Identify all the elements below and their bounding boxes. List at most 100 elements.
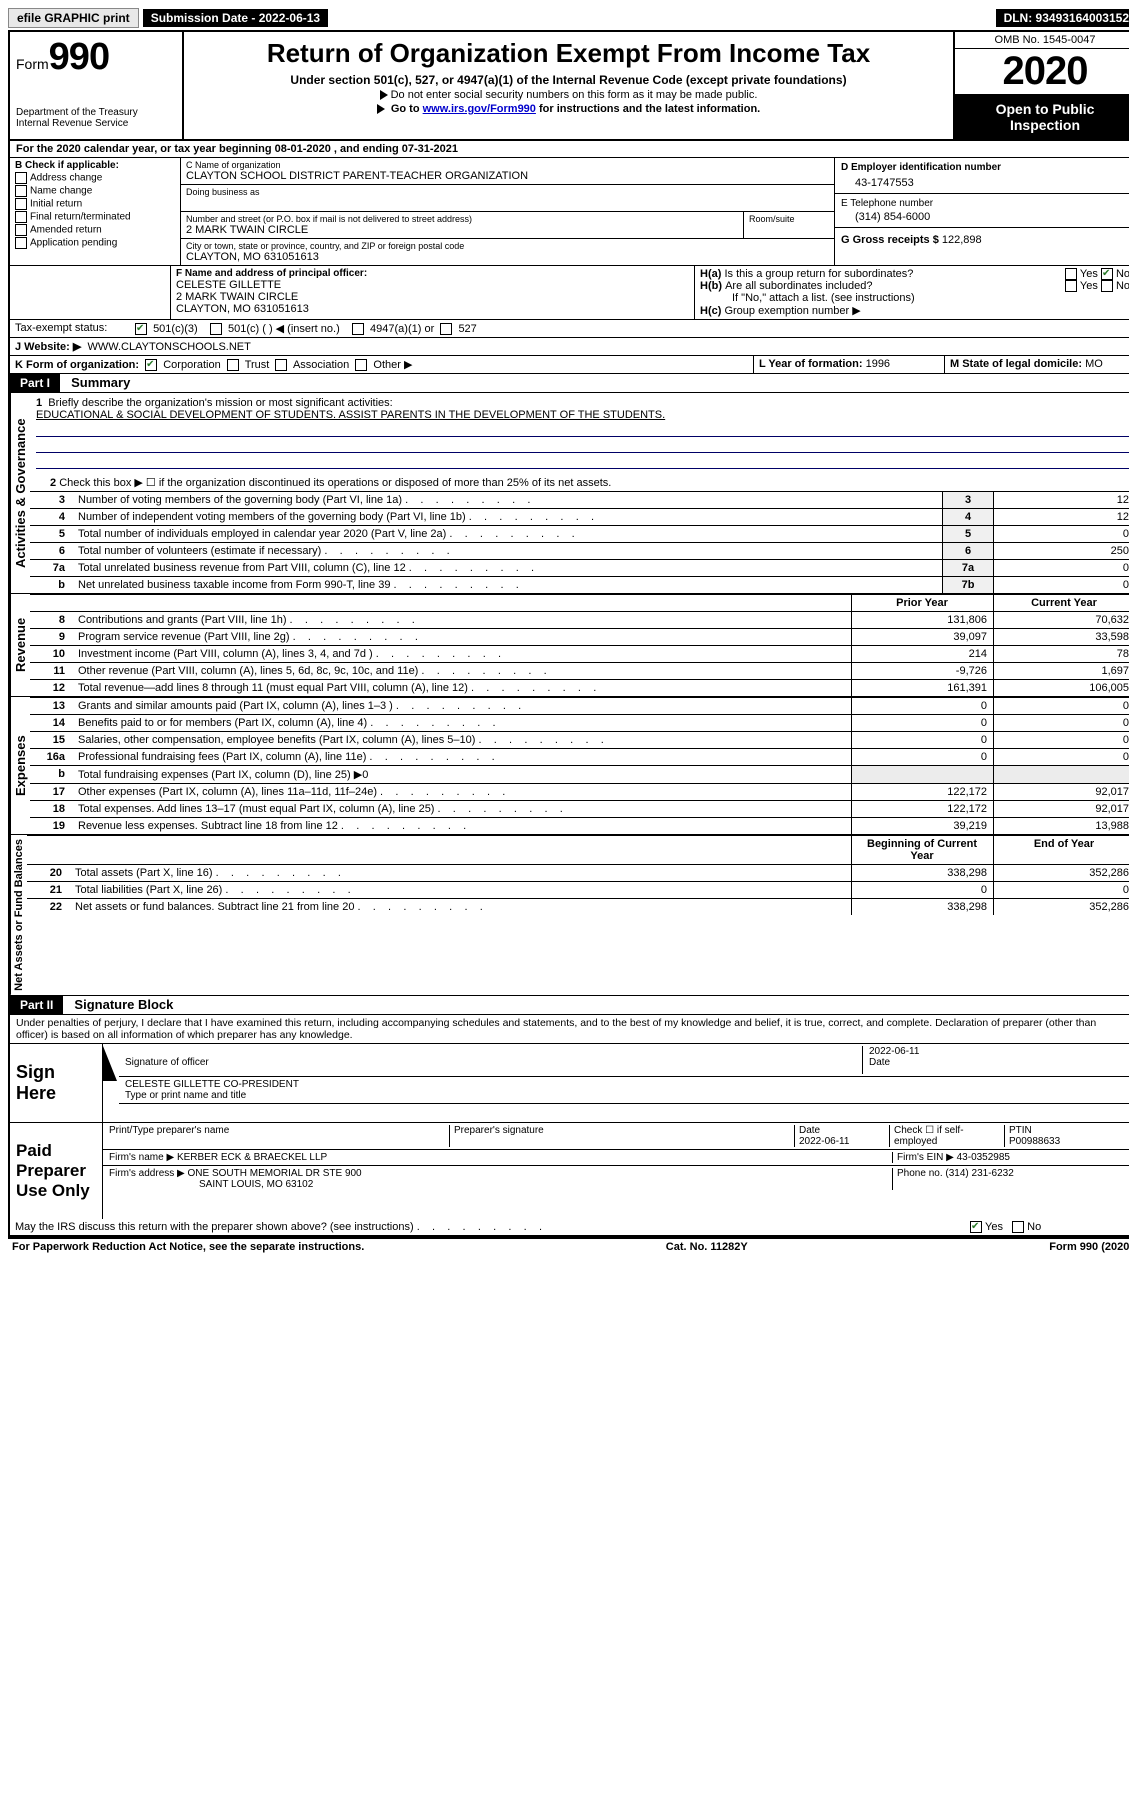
firm-label: Firm's name ▶	[109, 1152, 174, 1163]
arrow-icon	[103, 1046, 117, 1081]
section-f: F Name and address of principal officer:…	[171, 266, 694, 319]
officer-street: 2 MARK TWAIN CIRCLE	[176, 291, 689, 303]
h-b-note: If "No," attach a list. (see instruction…	[700, 292, 1129, 304]
page-footer: For Paperwork Reduction Act Notice, see …	[8, 1237, 1129, 1255]
form-word: Form	[16, 56, 49, 72]
org-name: CLAYTON SCHOOL DISTRICT PARENT-TEACHER O…	[186, 170, 829, 182]
section-b: B Check if applicable: Address change Na…	[10, 158, 181, 265]
firm-addr1: ONE SOUTH MEMORIAL DR STE 900	[188, 1168, 362, 1179]
checkbox-ha-yes[interactable]	[1065, 268, 1077, 280]
prep-selfemp: Check ☐ if self-employed	[890, 1125, 1005, 1147]
top-toolbar: efile GRAPHIC print Submission Date - 20…	[8, 8, 1129, 28]
cb-label: Final return/terminated	[30, 212, 131, 223]
open-public-1: Open to Public	[957, 101, 1129, 117]
line-a: For the 2020 calendar year, or tax year …	[10, 141, 1129, 158]
l-value: 1996	[866, 358, 890, 370]
checkbox-other[interactable]	[355, 359, 367, 371]
form-title: Return of Organization Exempt From Incom…	[190, 38, 947, 69]
footer-mid: Cat. No. 11282Y	[666, 1241, 748, 1253]
checkbox-application-pending[interactable]	[15, 237, 27, 249]
checkbox-hb-yes[interactable]	[1065, 280, 1077, 292]
sign-here-block: Sign Here Signature of officer 2022-06-1…	[10, 1043, 1129, 1122]
h-c: Group exemption number ▶	[724, 305, 860, 317]
k-assoc: Association	[293, 359, 349, 371]
triangle-icon	[377, 104, 385, 114]
checkbox-4947[interactable]	[352, 323, 364, 335]
street-label: Number and street (or P.O. box if mail i…	[186, 214, 738, 224]
l-label: L Year of formation:	[759, 358, 863, 370]
checkbox-initial-return[interactable]	[15, 198, 27, 210]
omb-number: OMB No. 1545-0047	[955, 32, 1129, 49]
checkbox-527[interactable]	[440, 323, 452, 335]
checkbox-hb-no[interactable]	[1101, 280, 1113, 292]
firm-ein-label: Firm's EIN ▶	[897, 1152, 954, 1163]
part1-title: Summary	[71, 375, 130, 390]
opt-501c3: 501(c)(3)	[153, 323, 198, 335]
checkbox-name-change[interactable]	[15, 185, 27, 197]
paid-preparer-label: Paid Preparer Use Only	[10, 1123, 103, 1219]
note-goto-post: for instructions and the latest informat…	[536, 103, 760, 115]
prep-date-hdr: Date	[799, 1125, 820, 1136]
paid-preparer-block: Paid Preparer Use Only Print/Type prepar…	[10, 1122, 1129, 1219]
cb-label: Amended return	[30, 225, 102, 236]
perjury-statement: Under penalties of perjury, I declare th…	[10, 1015, 1129, 1043]
side-label-netassets: Net Assets or Fund Balances	[10, 835, 27, 995]
firm-addr2: SAINT LOUIS, MO 63102	[109, 1179, 313, 1190]
efile-button[interactable]: efile GRAPHIC print	[8, 8, 139, 28]
opt-501c: 501(c) ( ) ◀ (insert no.)	[228, 323, 340, 335]
checkbox-discuss-yes[interactable]	[970, 1221, 982, 1233]
expenses-table: 13Grants and similar amounts paid (Part …	[30, 697, 1129, 834]
prep-sig-hdr: Preparer's signature	[450, 1125, 795, 1147]
checkbox-assoc[interactable]	[275, 359, 287, 371]
discuss-yes: Yes	[985, 1221, 1003, 1233]
side-label-expenses: Expenses	[10, 697, 30, 834]
mission-text: EDUCATIONAL & SOCIAL DEVELOPMENT OF STUD…	[36, 409, 665, 421]
section-c: C Name of organization CLAYTON SCHOOL DI…	[181, 158, 834, 265]
form-990: Form990 Department of the Treasury Inter…	[8, 30, 1129, 1237]
sign-here-label: Sign Here	[10, 1044, 103, 1122]
k-label: K Form of organization:	[15, 359, 139, 371]
gross-receipts-value: 122,898	[942, 234, 982, 246]
k-corp: Corporation	[163, 359, 220, 371]
revenue-table: Prior YearCurrent Year8Contributions and…	[30, 594, 1129, 696]
m-label: M State of legal domicile:	[950, 358, 1082, 370]
firm-name: KERBER ECK & BRAECKEL LLP	[177, 1152, 327, 1163]
form-subtitle: Under section 501(c), 527, or 4947(a)(1)…	[190, 73, 947, 87]
opt-4947: 4947(a)(1) or	[370, 323, 434, 335]
gross-receipts-label: G Gross receipts $	[841, 234, 939, 246]
checkbox-501c3[interactable]	[135, 323, 147, 335]
yes-lbl: Yes	[1080, 280, 1098, 292]
cb-label: Initial return	[30, 199, 82, 210]
checkbox-amended-return[interactable]	[15, 224, 27, 236]
sig-date-label: Date	[869, 1057, 890, 1068]
discuss-text: May the IRS discuss this return with the…	[10, 1219, 965, 1235]
ptin-value: P00988633	[1009, 1136, 1060, 1147]
checkbox-ha-no[interactable]	[1101, 268, 1113, 280]
discuss-no: No	[1027, 1221, 1041, 1233]
checkbox-trust[interactable]	[227, 359, 239, 371]
checkbox-corp[interactable]	[145, 359, 157, 371]
part2-bar: Part II	[10, 996, 63, 1014]
prep-name-hdr: Print/Type preparer's name	[109, 1125, 450, 1147]
checkbox-final-return[interactable]	[15, 211, 27, 223]
checkbox-501c[interactable]	[210, 323, 222, 335]
section-b-title: B Check if applicable:	[15, 160, 175, 171]
q1-text: Briefly describe the organization's miss…	[48, 397, 392, 409]
f-label: F Name and address of principal officer:	[176, 268, 367, 279]
officer-printed-name: CELESTE GILLETTE CO-PRESIDENT	[125, 1079, 299, 1090]
tax-exempt-label: Tax-exempt status:	[10, 320, 130, 337]
side-label-governance: Activities & Governance	[10, 393, 30, 593]
c-name-label: C Name of organization	[186, 160, 829, 170]
note-ssn: Do not enter social security numbers on …	[391, 89, 758, 101]
dept-treasury: Department of the Treasury	[16, 107, 176, 118]
checkbox-discuss-no[interactable]	[1012, 1221, 1024, 1233]
website-value: WWW.CLAYTONSCHOOLS.NET	[87, 341, 250, 353]
k-other: Other ▶	[373, 359, 412, 371]
triangle-icon	[380, 90, 388, 100]
section-h: H(a) Is this a group return for subordin…	[694, 266, 1129, 319]
irs-link[interactable]: www.irs.gov/Form990	[423, 103, 536, 115]
checkbox-address-change[interactable]	[15, 172, 27, 184]
cb-label: Application pending	[30, 238, 117, 249]
city-label: City or town, state or province, country…	[186, 241, 829, 251]
footer-left: For Paperwork Reduction Act Notice, see …	[12, 1241, 364, 1253]
